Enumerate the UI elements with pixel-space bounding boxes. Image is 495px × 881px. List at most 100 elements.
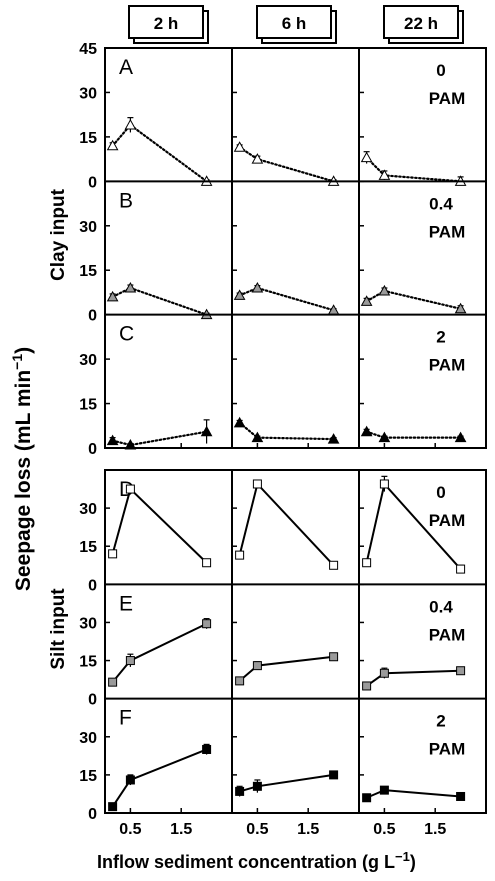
panel-letter: F xyxy=(119,707,132,730)
pam-value: 2 xyxy=(436,328,445,347)
pam-unit: PAM xyxy=(429,740,466,759)
data-point xyxy=(108,549,118,559)
y-tick-label: 15 xyxy=(79,263,97,280)
pam-unit: PAM xyxy=(429,356,466,375)
panel-frame xyxy=(104,47,487,449)
data-point xyxy=(125,484,135,494)
pam-value: 0.4 xyxy=(429,194,453,213)
y-tick-label: 30 xyxy=(79,219,97,236)
data-point xyxy=(108,677,118,687)
data-point xyxy=(235,676,245,686)
data-point xyxy=(235,786,245,796)
series-E-0 xyxy=(108,618,212,687)
series-line xyxy=(365,430,462,439)
data-point xyxy=(379,785,389,795)
data-point xyxy=(124,281,137,293)
data-point xyxy=(379,479,389,489)
group-label-silt: Silt input xyxy=(48,588,69,670)
y-tick-label: 0 xyxy=(88,692,97,709)
column-header-2h: 2 h xyxy=(128,5,209,44)
data-point xyxy=(362,793,372,803)
series-line xyxy=(111,430,208,447)
data-point xyxy=(108,802,118,812)
data-point xyxy=(362,558,372,568)
y-tick-label: 15 xyxy=(79,768,97,785)
y-tick-label: 0 xyxy=(88,441,97,458)
data-point xyxy=(202,558,212,568)
series-line xyxy=(238,421,335,441)
y-tick-label: 15 xyxy=(79,130,97,147)
series-D-0 xyxy=(108,484,212,568)
data-point xyxy=(360,151,373,163)
y-axis-title: Seepage loss (mL min−1) xyxy=(9,347,35,591)
series-F-0 xyxy=(108,743,212,812)
data-point xyxy=(456,791,466,801)
x-tick-label: 1.5 xyxy=(297,821,319,838)
data-point xyxy=(252,661,262,671)
y-tick-label: 15 xyxy=(79,654,97,671)
x-tick-label: 1.5 xyxy=(170,821,192,838)
pam-value: 0 xyxy=(436,483,445,502)
data-point xyxy=(202,619,212,629)
data-point xyxy=(327,433,340,444)
panel-letter: B xyxy=(119,189,133,212)
group-label-clay: Clay input xyxy=(48,188,69,281)
series-B-2 xyxy=(360,284,467,314)
data-point xyxy=(251,431,264,443)
data-point xyxy=(379,668,389,678)
x-tick-label: 0.5 xyxy=(373,821,395,838)
data-point xyxy=(106,139,119,151)
x-axis-title: Inflow sediment concentration (g L−1) xyxy=(97,849,416,872)
series-B-1 xyxy=(233,281,340,315)
series-line xyxy=(111,123,208,183)
column-header-label: 22 h xyxy=(404,14,438,33)
pam-unit: PAM xyxy=(429,511,466,530)
x-tick-label: 0.5 xyxy=(119,821,141,838)
data-point xyxy=(329,652,339,662)
series-C-0 xyxy=(106,419,213,450)
data-point xyxy=(251,281,264,293)
pam-value: 0.4 xyxy=(429,597,453,616)
series-line xyxy=(238,481,335,567)
series-B-0 xyxy=(106,281,213,320)
x-tick-label: 1.5 xyxy=(424,821,446,838)
y-tick-label: 0 xyxy=(88,174,97,191)
y-tick-label: 30 xyxy=(79,85,97,102)
pam-value: 0 xyxy=(436,61,445,80)
y-tick-label: 0 xyxy=(88,806,97,823)
column-header-6h: 6 h xyxy=(256,5,337,44)
data-point xyxy=(378,284,391,296)
panel-letter: E xyxy=(119,592,133,615)
data-point xyxy=(454,431,467,443)
pam-unit: PAM xyxy=(429,625,466,644)
series-line xyxy=(238,146,335,183)
data-point xyxy=(233,416,246,428)
pam-unit: PAM xyxy=(429,89,466,108)
data-point xyxy=(454,302,467,314)
data-point xyxy=(456,564,466,574)
pam-unit: PAM xyxy=(429,222,466,241)
series-F-1 xyxy=(235,770,339,797)
series-E-2 xyxy=(362,666,466,691)
data-point xyxy=(251,153,264,164)
y-tick-label: 30 xyxy=(79,730,97,747)
y-tick-label: 0 xyxy=(88,577,97,594)
data-point xyxy=(252,781,262,791)
pam-value: 2 xyxy=(436,712,445,731)
series-D-1 xyxy=(235,479,339,570)
series-E-1 xyxy=(235,652,339,686)
data-point xyxy=(378,431,391,443)
x-tick-label: 0.5 xyxy=(246,821,268,838)
data-point xyxy=(233,289,246,300)
panel-frame xyxy=(104,469,487,814)
column-header-label: 2 h xyxy=(154,14,179,33)
data-point xyxy=(124,119,137,130)
column-header-22h: 22 h xyxy=(383,5,464,44)
series-A-1 xyxy=(233,141,340,186)
series-A-0 xyxy=(106,117,213,186)
data-point xyxy=(125,775,135,785)
series-D-2 xyxy=(362,475,466,574)
data-point xyxy=(329,560,339,570)
panel-letter: C xyxy=(119,323,134,346)
